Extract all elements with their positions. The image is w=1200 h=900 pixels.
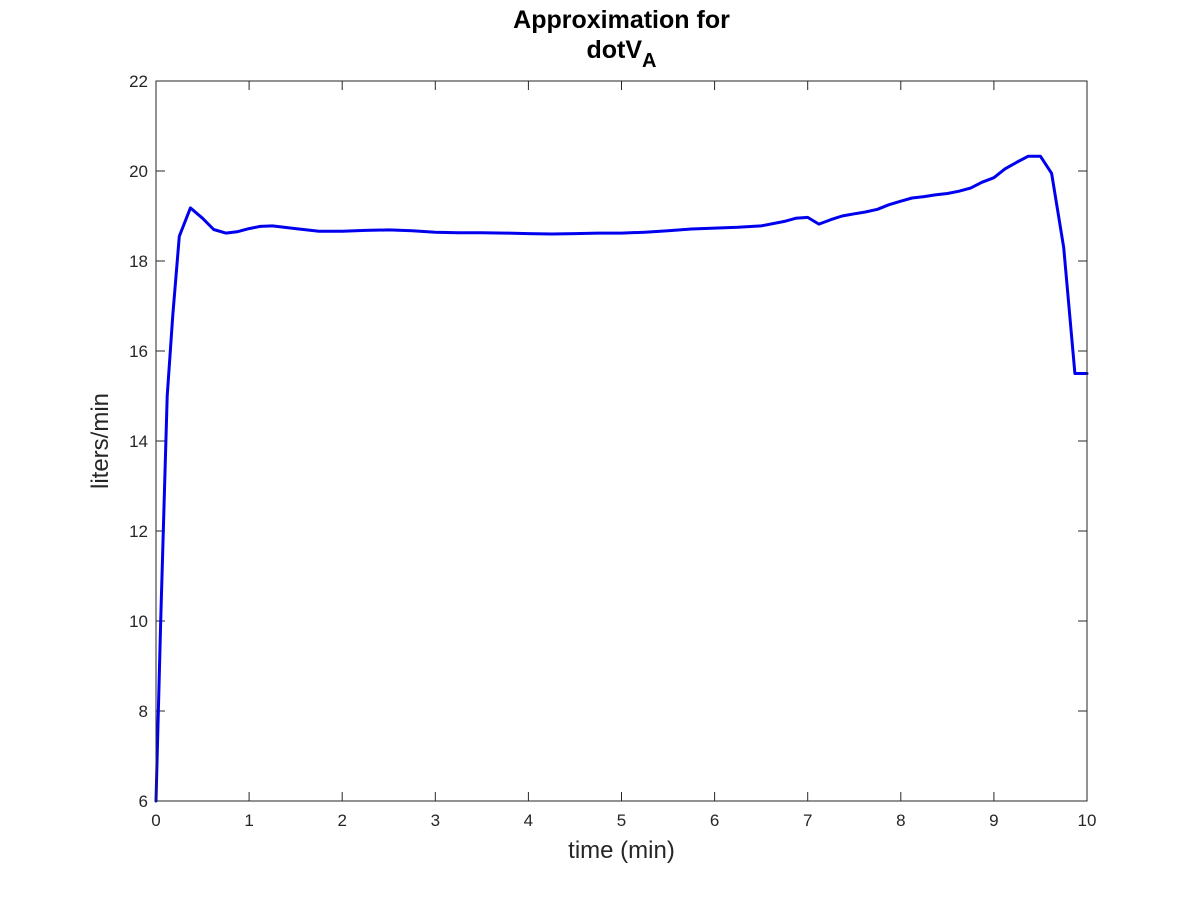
chart-title-subscript: A <box>642 50 656 72</box>
x-tick-label: 3 <box>431 811 440 830</box>
y-tick-label: 6 <box>139 792 148 811</box>
x-tick-label: 4 <box>524 811 533 830</box>
chart-title-line2: dotVA <box>587 36 657 72</box>
series-layer <box>154 154 1089 803</box>
y-tick-label: 12 <box>129 522 148 541</box>
x-tick-label: 0 <box>151 811 160 830</box>
y-tick-label: 8 <box>139 702 148 721</box>
x-tick-label: 5 <box>617 811 626 830</box>
x-tick-label: 8 <box>896 811 905 830</box>
axes-box <box>155 80 1088 802</box>
y-tick-label: 18 <box>129 252 148 271</box>
y-axis-label: liters/min <box>87 393 114 489</box>
x-tick-label: 6 <box>710 811 719 830</box>
y-tick-label: 10 <box>129 612 148 631</box>
plot-area <box>156 81 1087 801</box>
x-tick-label: 1 <box>244 811 253 830</box>
x-axis-label: time (min) <box>568 837 675 864</box>
series-line-dotV_A <box>154 154 1089 803</box>
x-tick-label: 10 <box>1078 811 1097 830</box>
y-tick-label: 22 <box>129 72 148 91</box>
chart-title-line1: Approximation for <box>513 6 730 34</box>
x-tick-label: 7 <box>803 811 812 830</box>
y-tick-label: 14 <box>129 432 148 451</box>
x-tick-label: 2 <box>337 811 346 830</box>
chart-title-main: dotV <box>587 36 643 64</box>
y-tick-label: 20 <box>129 162 148 181</box>
y-tick-label: 16 <box>129 342 148 361</box>
x-tick-label: 9 <box>989 811 998 830</box>
